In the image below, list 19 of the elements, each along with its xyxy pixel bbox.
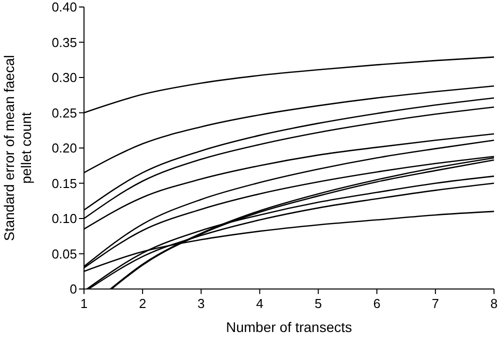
y-tick-label: 0.05 xyxy=(52,246,77,262)
x-axis-title: Number of transects xyxy=(226,319,352,335)
y-tick-label: 0.15 xyxy=(52,176,77,191)
x-tick-label: 1 xyxy=(80,296,88,311)
y-tick-label: 0.25 xyxy=(52,105,77,120)
x-tick-label: 3 xyxy=(198,296,205,311)
y-axis-title: Standard error of mean faecal pellet count xyxy=(1,55,34,241)
x-tick-label: 6 xyxy=(373,296,380,311)
x-tick-label: 2 xyxy=(138,296,146,311)
y-tick-label: 0.40 xyxy=(52,0,77,15)
x-tick-label: 4 xyxy=(256,296,264,311)
y-tick-label: 0.30 xyxy=(52,70,77,86)
x-tick-label: 7 xyxy=(432,296,440,311)
x-tick-label: 5 xyxy=(314,296,322,311)
x-tick-label: 8 xyxy=(490,296,498,311)
y-tick-label: 0 xyxy=(70,282,77,297)
y-tick-label: 0.35 xyxy=(52,34,77,50)
y-tick-label: 0.20 xyxy=(52,140,77,156)
y-tick-label: 0.10 xyxy=(52,211,77,226)
